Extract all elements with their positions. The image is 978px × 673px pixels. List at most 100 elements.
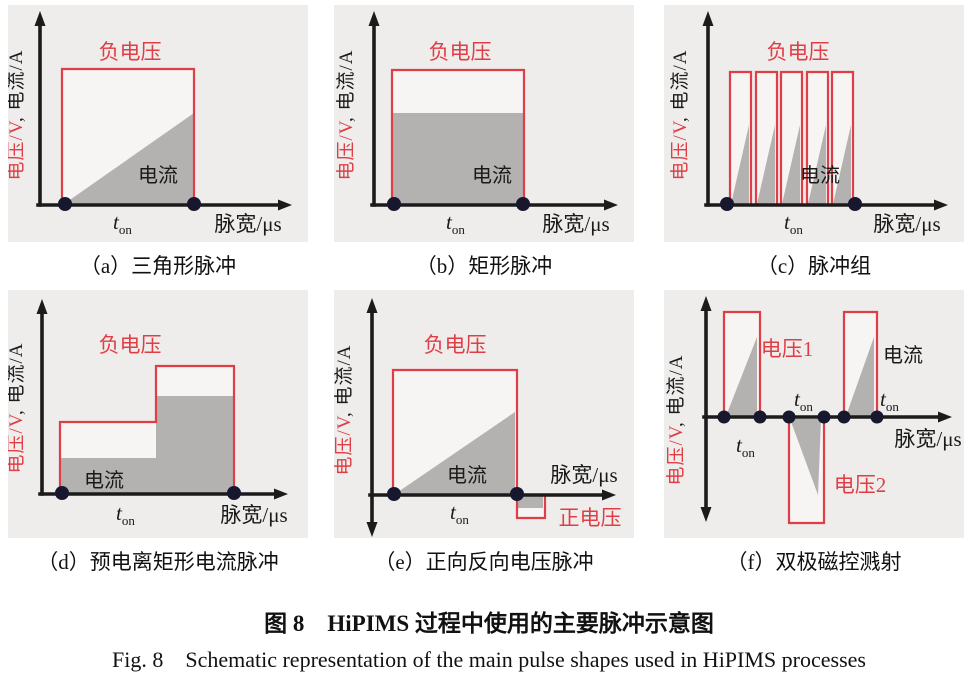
pulse-start-dot xyxy=(58,197,72,211)
panel-f: 电压/V, 电流/A 电压1 电流 电压2 ton ton ton 脉宽/μs xyxy=(664,290,964,538)
negative-voltage-label: 负电压 xyxy=(429,40,492,64)
negative-voltage-label: 负电压 xyxy=(767,40,830,64)
negative-voltage-outline xyxy=(728,70,753,205)
panel-d: 电压/V, 电流/A 负电压 电流 ton 脉宽/μs xyxy=(8,290,308,538)
panel-c-plot: 电压/V, 电流/A 负电压 电流 ton 脉宽/μs xyxy=(669,11,948,237)
pulse-dot xyxy=(717,410,731,424)
current-triangle xyxy=(833,125,851,204)
y-axis-arrow-icon xyxy=(34,11,46,26)
x-axis-arrow-icon xyxy=(274,488,288,500)
current-triangle-2 xyxy=(790,419,821,495)
figure-caption-en: Fig. 8 Schematic representation of the m… xyxy=(112,647,866,672)
x-axis-arrow-icon xyxy=(938,411,952,423)
negative-voltage-outline xyxy=(754,70,779,205)
y-axis-arrow-icon xyxy=(36,299,48,314)
pulse-dot xyxy=(782,410,796,424)
current-triangle xyxy=(64,113,194,204)
current-triangle xyxy=(782,125,800,204)
t-on-label-3: ton xyxy=(880,387,899,414)
pulse-dot xyxy=(817,410,831,424)
x-axis-label: 脉宽/μs xyxy=(220,503,287,527)
current-label: 电流 xyxy=(447,464,487,487)
t-on-label: ton xyxy=(113,210,132,237)
y-axis-arrow-icon xyxy=(368,11,380,26)
pulse-end-dot xyxy=(516,197,530,211)
current-label: 电流 xyxy=(84,469,124,492)
t-on-label: ton xyxy=(450,500,469,527)
y-axis-label: 电压/V, 电流/A xyxy=(669,49,691,180)
y-axis-label: 电压/V, 电流/A xyxy=(8,49,27,180)
x-axis-label: 脉宽/μs xyxy=(214,212,281,236)
current-label: 电流 xyxy=(800,164,840,187)
negative-voltage-outline xyxy=(58,364,236,494)
negative-voltage-outline xyxy=(390,68,526,205)
current-label: 电流 xyxy=(138,164,178,187)
current-triangle-3 xyxy=(846,337,874,416)
positive-voltage-label: 正电压 xyxy=(559,506,622,530)
figure-caption-zh: 图 8 HiPIMS 过程中使用的主要脉冲示意图 xyxy=(264,611,714,636)
current-triangle-1 xyxy=(726,337,757,416)
y-axis-up-arrow-icon xyxy=(700,296,712,311)
pulse-dot xyxy=(870,410,884,424)
panel-c: 电压/V, 电流/A 负电压 电流 ton 脉宽/μs xyxy=(664,5,964,242)
panel-a: 电压/V, 电流/A 负电压 电流 ton 脉宽/μs xyxy=(8,5,308,242)
y-axis-label: 电压/V, 电流/A xyxy=(335,49,357,180)
panel-b: 电压/V, 电流/A 负电压 电流 ton 脉宽/μs xyxy=(334,5,634,242)
negative-voltage-label: 负电压 xyxy=(424,333,487,357)
panel-e-plot: 电压/V, 电流/A 负电压 电流 ton 脉宽/μs 正电压 xyxy=(334,298,622,537)
panel-f-caption: （f）双极磁控溅射 xyxy=(726,550,902,574)
negative-voltage-outline xyxy=(60,67,196,205)
current-triangle xyxy=(757,125,775,204)
x-axis-arrow-icon xyxy=(278,199,292,211)
current-triangle xyxy=(808,125,826,204)
negative-voltage-outline xyxy=(779,70,804,205)
voltage2-label: 电压2 xyxy=(834,473,887,497)
x-axis-arrow-icon xyxy=(602,489,616,501)
x-axis-label: 脉宽/μs xyxy=(894,427,961,451)
t-on-label-1: ton xyxy=(736,433,755,460)
y-axis-up-arrow-icon xyxy=(366,298,378,313)
t-on-label: ton xyxy=(446,210,465,237)
negative-voltage-outline xyxy=(805,70,830,205)
x-axis-label: 脉宽/μs xyxy=(542,212,609,236)
panel-a-plot: 电压/V, 电流/A 负电压 电流 ton 脉宽/μs xyxy=(8,11,292,237)
voltage1-outline xyxy=(722,310,762,417)
y-axis-down-arrow-icon xyxy=(366,522,378,537)
current-step-high xyxy=(156,396,234,494)
x-axis-label: 脉宽/μs xyxy=(550,463,617,487)
t-on-label: ton xyxy=(784,210,803,237)
voltage1-outline-second xyxy=(842,310,879,417)
panel-b-plot: 电压/V, 电流/A 负电压 电流 ton 脉宽/μs xyxy=(335,11,618,237)
panel-a-caption: （a）三角形脉冲 xyxy=(79,254,237,278)
current-label: 电流 xyxy=(883,344,923,367)
y-axis-arrow-icon xyxy=(702,11,714,26)
pulse-start-dot xyxy=(387,197,401,211)
x-axis-arrow-icon xyxy=(934,199,948,211)
t-on-label: ton xyxy=(116,501,135,528)
negative-voltage-label: 负电压 xyxy=(99,40,162,64)
pulse-start-dot xyxy=(55,486,69,500)
panel-d-plot: 电压/V, 电流/A 负电压 电流 ton 脉宽/μs xyxy=(8,299,288,528)
y-axis-label: 电压/V, 电流/A xyxy=(665,354,687,485)
t-on-label-2: ton xyxy=(794,387,813,414)
pulse-start-dot xyxy=(387,487,401,501)
reverse-current-fill xyxy=(518,495,543,508)
pulse-dot xyxy=(753,410,767,424)
current-label: 电流 xyxy=(472,164,512,187)
x-axis-label: 脉宽/μs xyxy=(873,212,940,236)
pulse-start-dot xyxy=(720,197,734,211)
y-axis-label: 电压/V, 电流/A xyxy=(334,344,355,475)
negative-voltage-label: 负电压 xyxy=(99,333,162,357)
panel-b-caption: （b）矩形脉冲 xyxy=(415,254,553,278)
voltage1-label: 电压1 xyxy=(761,337,814,361)
current-triangle xyxy=(731,125,749,204)
voltage-outline xyxy=(391,368,547,520)
pulse-end-dot xyxy=(227,486,241,500)
panel-e-caption: （e）正向反向电压脉冲 xyxy=(374,550,594,574)
panel-d-caption: （d）预电离矩形电流脉冲 xyxy=(37,550,279,574)
negative-voltage-outline xyxy=(830,70,855,205)
pulse-end-dot xyxy=(510,487,524,501)
y-axis-label: 电压/V, 电流/A xyxy=(8,342,27,473)
x-axis-arrow-icon xyxy=(604,199,618,211)
